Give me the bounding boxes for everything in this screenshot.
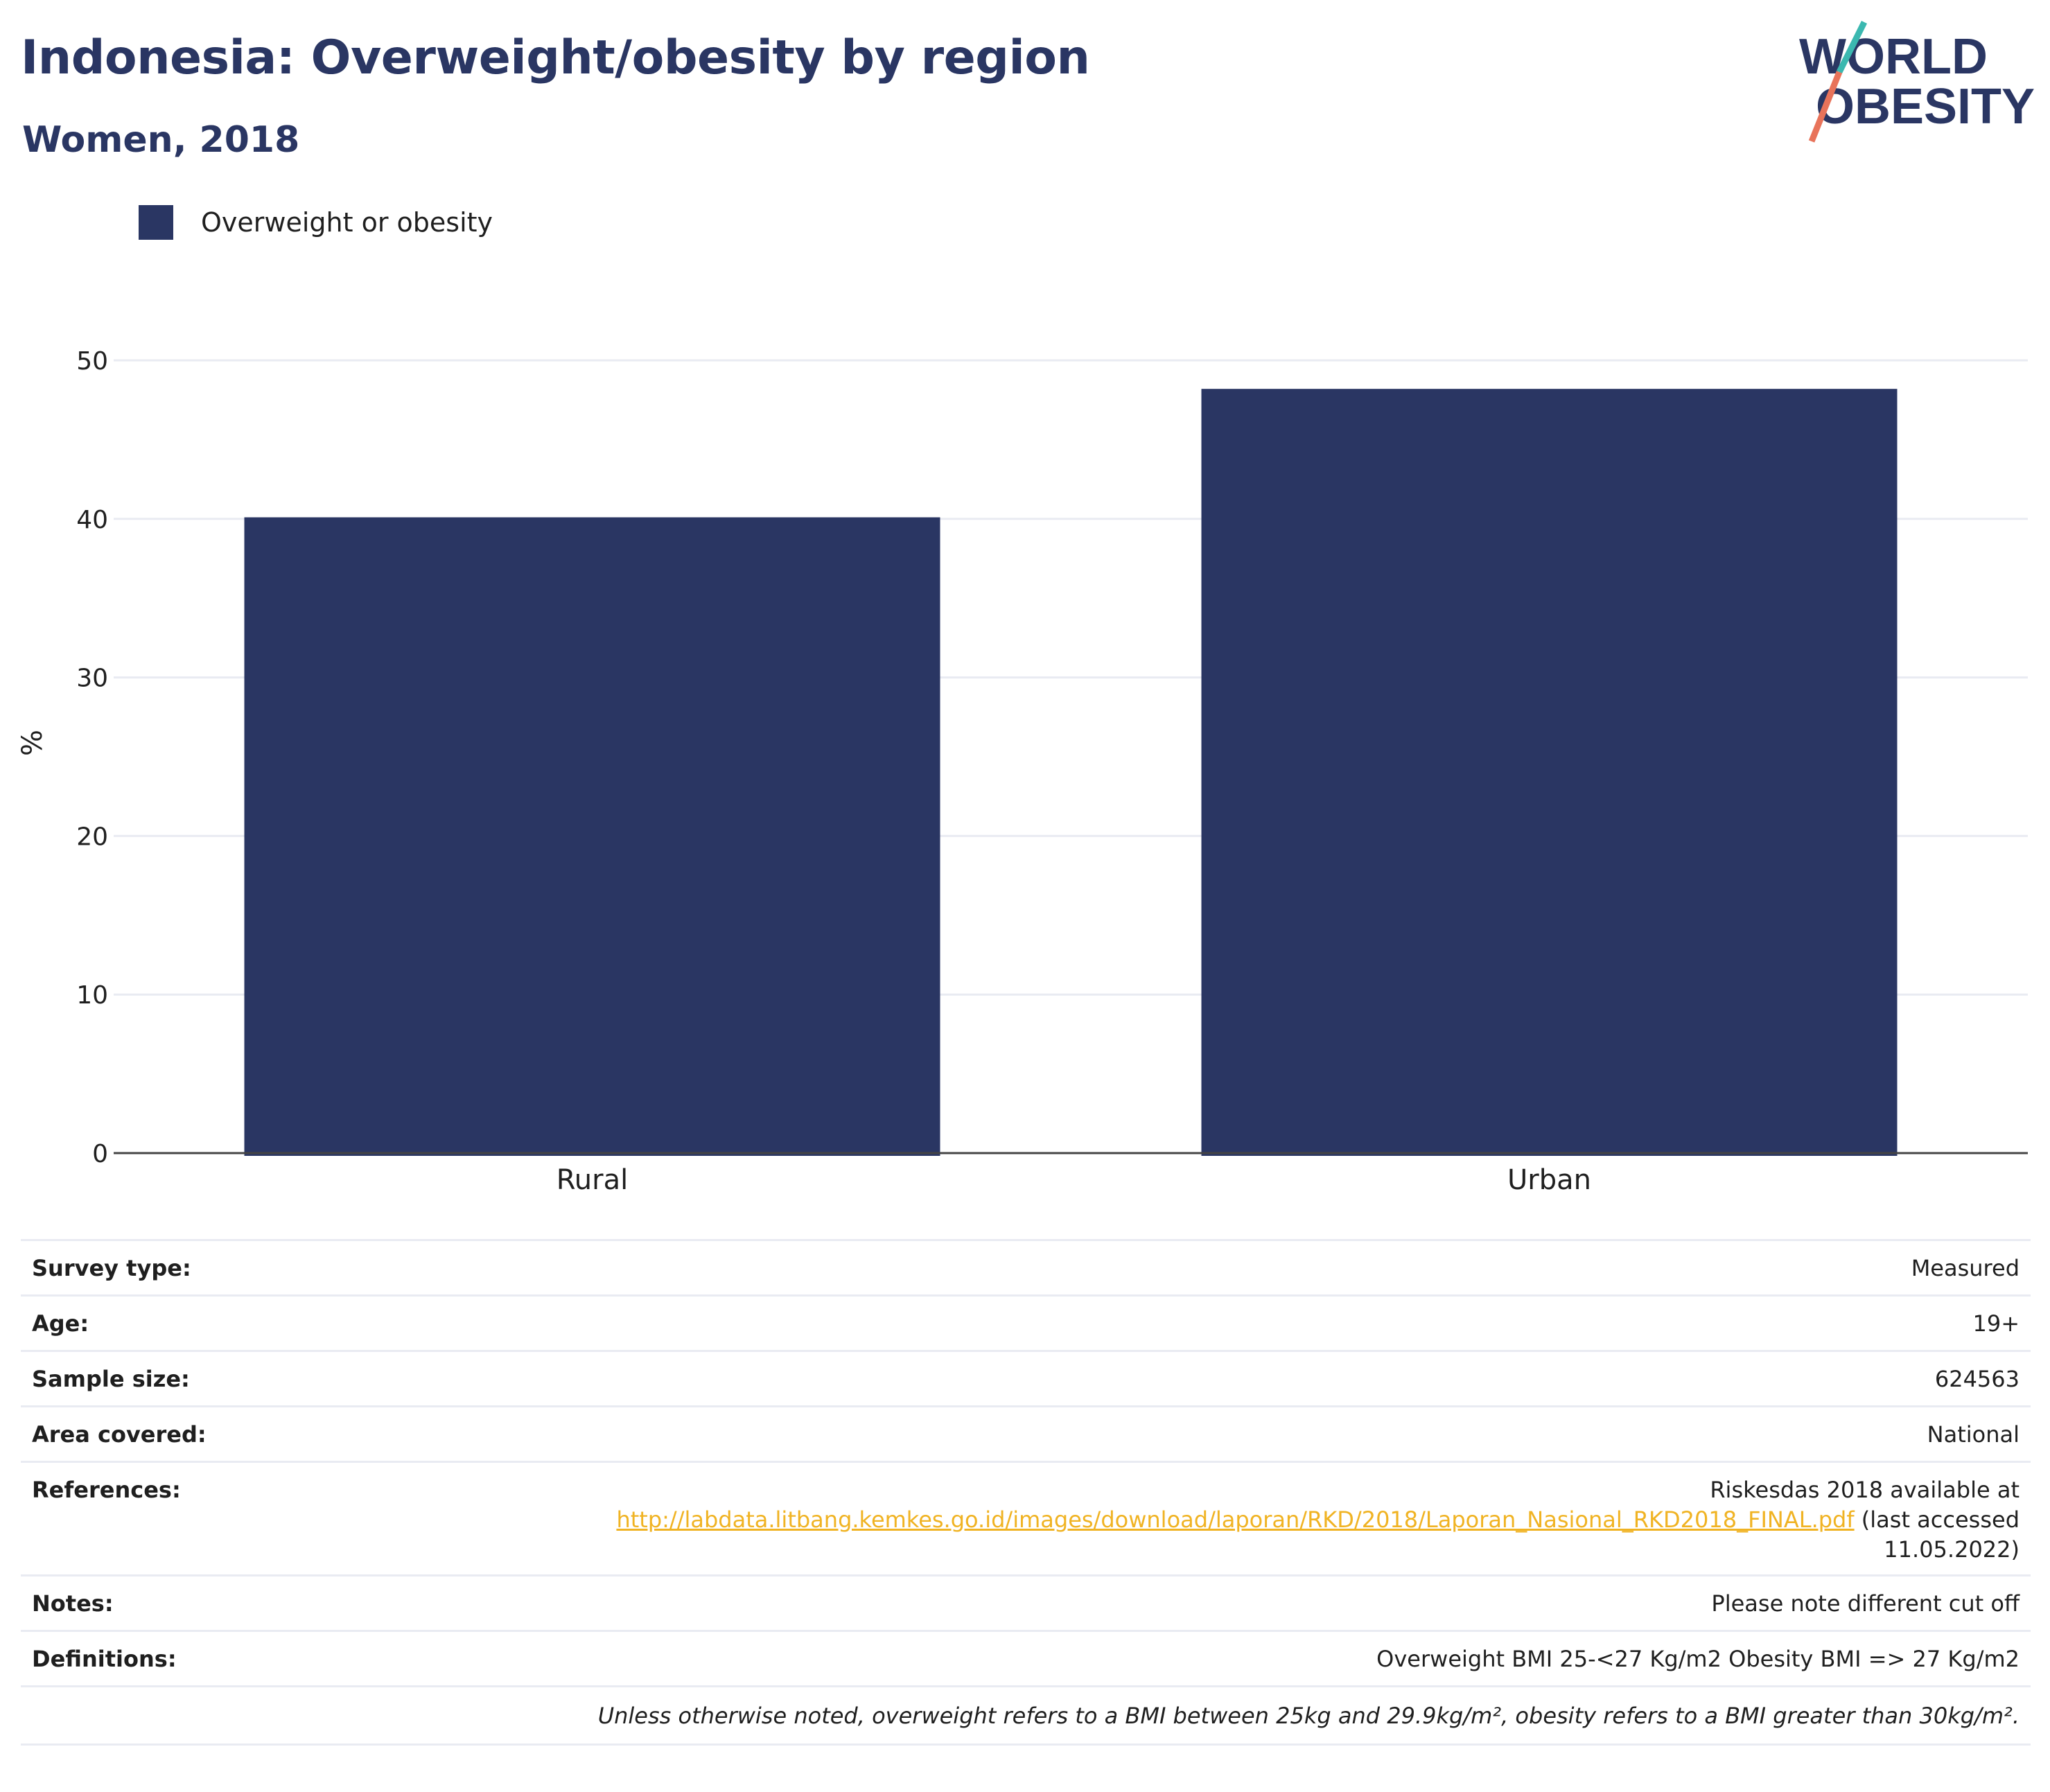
info-value: National xyxy=(367,1405,2031,1462)
info-key: Definitions: xyxy=(21,1630,367,1687)
info-row-footnote: Unless otherwise noted, overweight refer… xyxy=(21,1685,2031,1746)
info-key: Notes: xyxy=(21,1574,367,1631)
y-tick-label: 40 xyxy=(76,506,108,534)
bar-chart: 0 10 20 30 40 50 Rural Urban % xyxy=(17,347,2028,1196)
info-value: Measured xyxy=(367,1239,2031,1296)
reference-suffix-1: (last accessed xyxy=(1854,1506,2020,1533)
info-value: Overweight BMI 25-<27 Kg/m2 Obesity BMI … xyxy=(367,1630,2031,1687)
y-axis-title: % xyxy=(17,730,49,756)
info-key: Area covered: xyxy=(21,1405,367,1462)
x-category-label: Urban xyxy=(1507,1164,1591,1196)
info-row-notes: Notes: Please note different cut off xyxy=(21,1574,2031,1631)
info-key: Survey type: xyxy=(21,1239,367,1296)
info-row-definitions: Definitions: Overweight BMI 25-<27 Kg/m2… xyxy=(21,1630,2031,1687)
logo-line2: OBESITY xyxy=(1816,79,2035,134)
info-row-references: References: Riskesdas 2018 available at … xyxy=(21,1461,2031,1576)
reference-link[interactable]: http://labdata.litbang.kemkes.go.id/imag… xyxy=(616,1506,1855,1533)
world-obesity-logo[interactable]: WORLD OBESITY xyxy=(1795,19,2038,151)
survey-info-table: Survey type: Measured Age: 19+ Sample si… xyxy=(21,1239,2031,1746)
info-row-survey-type: Survey type: Measured xyxy=(21,1239,2031,1296)
info-row-area-covered: Area covered: National xyxy=(21,1405,2031,1462)
y-tick-labels: 0 10 20 30 40 50 xyxy=(76,347,108,1168)
info-value-references: Riskesdas 2018 available at http://labda… xyxy=(367,1461,2031,1576)
y-tick-label: 0 xyxy=(92,1140,108,1168)
chart-legend[interactable]: Overweight or obesity xyxy=(139,205,493,240)
info-value: 19+ xyxy=(367,1294,2031,1351)
info-key: References: xyxy=(21,1461,367,1576)
page-subtitle: Women, 2018 xyxy=(22,119,300,161)
info-key: Age: xyxy=(21,1294,367,1351)
bar-rural[interactable] xyxy=(244,517,940,1156)
y-tick-label: 50 xyxy=(76,347,108,376)
y-tick-label: 20 xyxy=(76,823,108,851)
y-tick-label: 30 xyxy=(76,665,108,693)
bars xyxy=(244,389,1898,1156)
info-value: 624563 xyxy=(367,1350,2031,1407)
footnote: Unless otherwise noted, overweight refer… xyxy=(21,1685,2031,1746)
reference-prefix: Riskesdas 2018 available at xyxy=(1710,1477,2020,1503)
info-row-age: Age: 19+ xyxy=(21,1294,2031,1351)
reference-suffix-2: 11.05.2022) xyxy=(1884,1536,2020,1563)
logo-slash-coral xyxy=(1808,71,1843,143)
legend-swatch xyxy=(139,205,173,240)
bar-urban[interactable] xyxy=(1201,389,1898,1156)
y-tick-label: 10 xyxy=(76,981,108,1010)
info-value: Please note different cut off xyxy=(367,1574,2031,1631)
logo-line1: WORLD xyxy=(1799,29,1988,85)
x-category-labels: Rural Urban xyxy=(557,1164,1591,1196)
info-key: Sample size: xyxy=(21,1350,367,1407)
page-title: Indonesia: Overweight/obesity by region xyxy=(21,30,1090,85)
info-row-sample-size: Sample size: 624563 xyxy=(21,1350,2031,1407)
logo-slash-teal xyxy=(1836,20,1868,74)
legend-label: Overweight or obesity xyxy=(201,207,493,238)
x-category-label: Rural xyxy=(557,1164,628,1196)
